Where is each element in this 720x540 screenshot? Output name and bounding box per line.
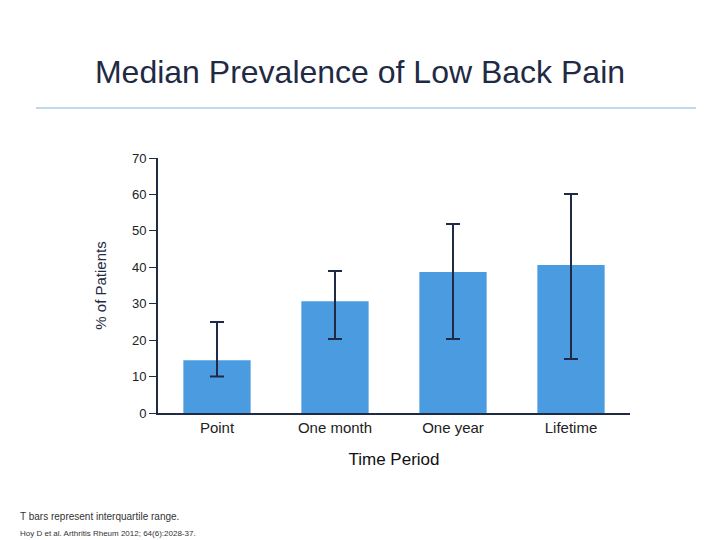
svg-text:50: 50 [132, 223, 146, 238]
svg-text:T bars represent interquartile: T bars represent interquartile range. [20, 511, 179, 522]
svg-text:40: 40 [132, 260, 146, 275]
svg-text:10: 10 [132, 369, 146, 384]
svg-text:70: 70 [132, 151, 146, 166]
svg-text:20: 20 [132, 333, 146, 348]
svg-text:Lifetime: Lifetime [545, 419, 598, 436]
svg-text:30: 30 [132, 296, 146, 311]
svg-text:60: 60 [132, 187, 146, 202]
svg-text:Hoy D et al. Arthritis Rheum 2: Hoy D et al. Arthritis Rheum 2012; 64(6)… [20, 529, 196, 538]
svg-text:Point: Point [200, 419, 235, 436]
svg-text:Median Prevalence of Low Back: Median Prevalence of Low Back Pain [95, 54, 625, 90]
svg-text:% of Patients: % of Patients [92, 241, 109, 329]
svg-text:One year: One year [422, 419, 484, 436]
svg-text:Time Period: Time Period [348, 450, 439, 469]
svg-text:0: 0 [139, 406, 146, 421]
svg-text:One month: One month [298, 419, 372, 436]
